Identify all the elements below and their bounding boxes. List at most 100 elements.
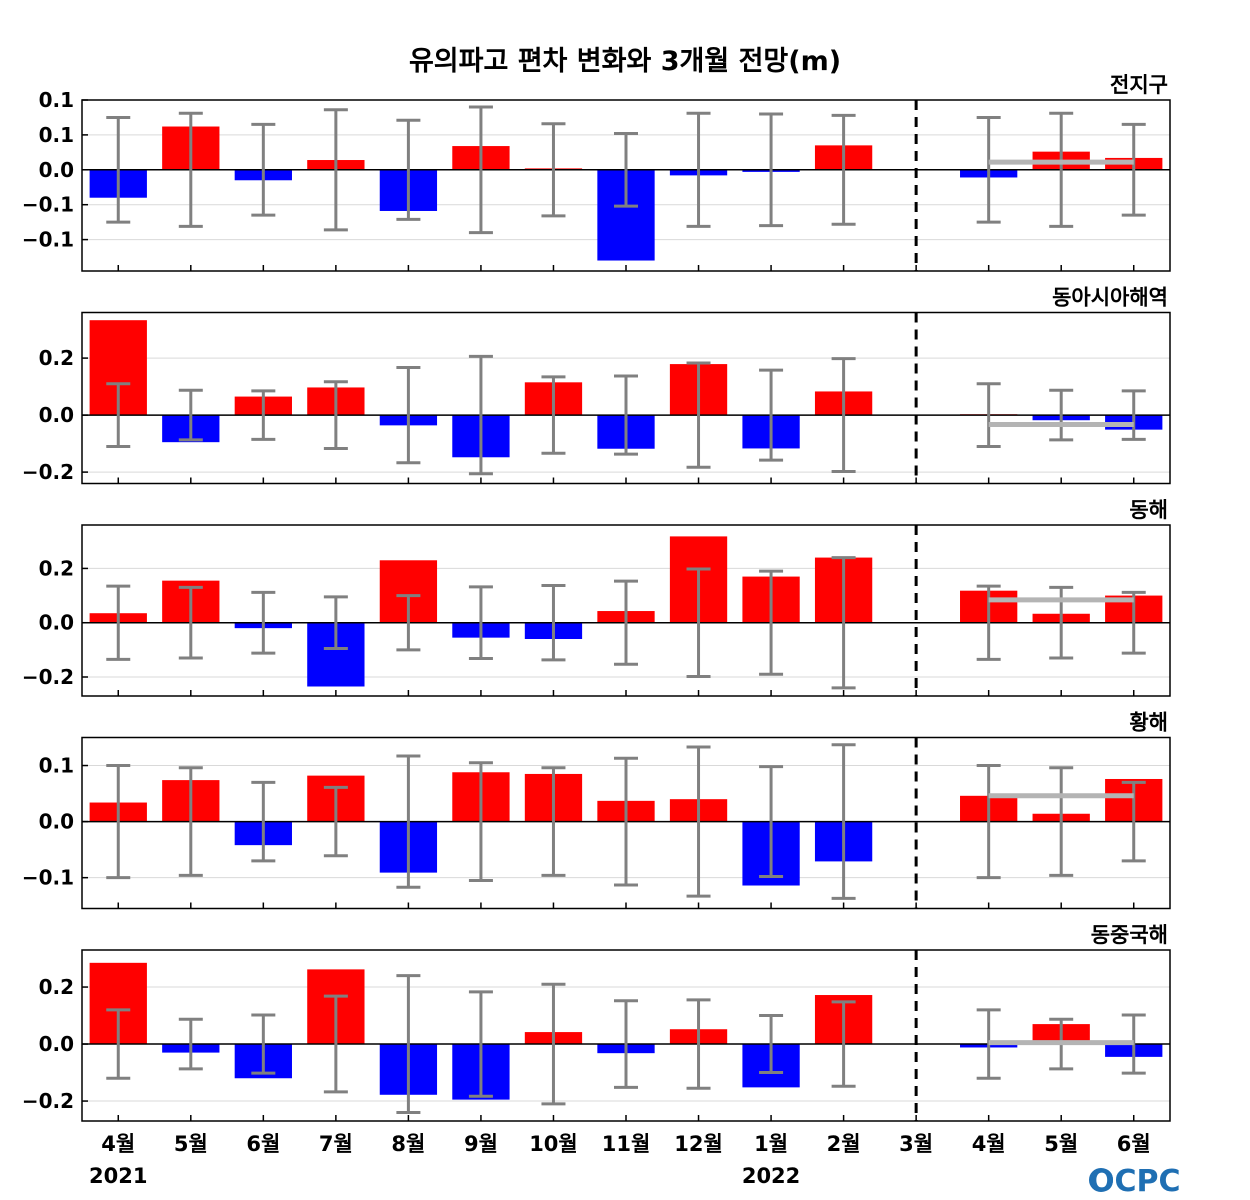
error-bar — [251, 1013, 276, 1075]
error-bar — [686, 111, 711, 228]
error-bar — [614, 374, 638, 456]
y-tick-label: 0.0 — [39, 611, 74, 635]
error-bar — [976, 764, 1001, 880]
error-bar — [686, 361, 711, 469]
error-bar — [323, 108, 348, 232]
y-tick-label: −0.1 — [22, 228, 74, 252]
error-bar — [468, 585, 493, 661]
panel-title: 동아시아해역 — [1052, 286, 1168, 310]
error-bar — [541, 982, 566, 1106]
x-tick-label: 12월 — [674, 1132, 723, 1156]
panel: −0.1 −0.1 0.0 0.1 0.1 전지구 — [22, 73, 1171, 272]
error-bar — [251, 780, 276, 863]
error-bar — [614, 579, 638, 666]
error-bar — [106, 1008, 131, 1080]
x-tick-label: 6월 — [1117, 1132, 1151, 1156]
error-bar — [1121, 389, 1146, 441]
panel-title: 황해 — [1129, 711, 1168, 735]
ocpc-logo: OCPC — [1089, 1164, 1181, 1199]
error-bar — [251, 122, 276, 217]
panel-title: 전지구 — [1110, 73, 1168, 97]
error-bar — [323, 380, 348, 450]
error-bar — [468, 105, 493, 235]
y-tick-label: 0.0 — [39, 1032, 74, 1056]
x-axis: 4월 5월 6월 7월 8월 9월 10월 11월 12월 1월 2월 3월 4월 5월 6월 2021 202… — [89, 1132, 1151, 1188]
error-bar — [1121, 122, 1146, 217]
error-bar — [396, 366, 421, 465]
x-tick-label: 6월 — [246, 1132, 280, 1156]
error-bar — [396, 118, 421, 221]
error-bar — [178, 585, 203, 660]
error-bar — [831, 1000, 856, 1088]
error-bar — [396, 754, 421, 889]
y-tick-label: 0.0 — [39, 158, 74, 182]
error-bar — [178, 111, 203, 228]
error-bar — [106, 115, 131, 224]
error-bar — [541, 584, 566, 662]
panel-title: 동해 — [1129, 498, 1168, 522]
error-bar — [178, 1017, 203, 1071]
error-bar — [759, 569, 784, 676]
error-bar — [251, 590, 276, 655]
error-bar — [541, 122, 566, 218]
y-tick-label: 0.1 — [39, 754, 74, 778]
x-tick-label: 3월 — [899, 1132, 933, 1156]
x-tick-label: 8월 — [391, 1132, 425, 1156]
error-bar — [759, 765, 784, 879]
x-tick-label: 11월 — [602, 1132, 651, 1156]
error-bar — [759, 112, 784, 228]
error-bar — [1049, 388, 1074, 442]
error-bar — [614, 132, 638, 208]
error-bar — [468, 761, 493, 882]
error-bar — [614, 999, 638, 1089]
error-bar — [1049, 111, 1074, 228]
error-bar — [251, 389, 276, 441]
panels: −0.1−0.10.00.10.1전지구−0.20.00.2동아시아해역−0.2… — [22, 73, 1171, 1122]
x-tick-label: 2월 — [827, 1132, 861, 1156]
panel-title: 동중국해 — [1091, 923, 1168, 947]
y-tick-label: 0.2 — [39, 975, 74, 999]
year-label: 2022 — [742, 1164, 800, 1188]
error-bar — [976, 382, 1001, 448]
chart-title: 유의파고 편차 변화와 3개월 전망(m) — [409, 46, 841, 77]
error-bar — [323, 994, 348, 1094]
y-tick-label: 0.0 — [39, 403, 74, 427]
logo-globe-icon — [1089, 1168, 1113, 1192]
error-bar — [541, 375, 566, 455]
y-tick-label: −0.1 — [22, 193, 74, 217]
error-bar — [759, 1014, 784, 1075]
error-bar — [106, 382, 131, 448]
error-bar — [976, 115, 1001, 224]
logo-text: OCPC — [1089, 1164, 1181, 1199]
error-bar — [1121, 590, 1146, 655]
y-tick-label: −0.2 — [22, 460, 74, 484]
x-tick-label: 1월 — [754, 1132, 788, 1156]
year-label: 2021 — [89, 1164, 147, 1188]
error-bar — [831, 357, 856, 474]
error-bar — [178, 388, 203, 442]
error-bar — [541, 766, 566, 877]
y-tick-label: 0.0 — [39, 810, 74, 834]
error-bar — [614, 756, 638, 887]
panel: −0.1 0.0 0.1 황해 — [22, 711, 1171, 910]
y-tick-label: −0.2 — [22, 1089, 74, 1113]
error-bar — [178, 766, 203, 877]
y-tick-label: 0.2 — [39, 346, 74, 370]
x-tick-label: 5월 — [174, 1132, 208, 1156]
x-tick-label: 4월 — [101, 1132, 135, 1156]
panel: −0.2 0.0 0.2 동아시아해역 — [22, 286, 1171, 485]
panel: −0.2 0.0 0.2 동해 — [22, 498, 1171, 697]
y-tick-label: 0.1 — [39, 88, 74, 112]
error-bar — [106, 764, 131, 880]
error-bar — [831, 113, 856, 226]
error-bar — [831, 743, 856, 900]
error-bar — [106, 584, 131, 661]
panel: −0.2 0.0 0.2 동중국해 — [22, 923, 1171, 1122]
error-bar — [468, 990, 493, 1098]
x-tick-label: 9월 — [464, 1132, 498, 1156]
x-tick-label: 10월 — [529, 1132, 578, 1156]
error-bar — [323, 595, 348, 650]
error-bar — [831, 556, 856, 690]
error-bar — [686, 567, 711, 678]
